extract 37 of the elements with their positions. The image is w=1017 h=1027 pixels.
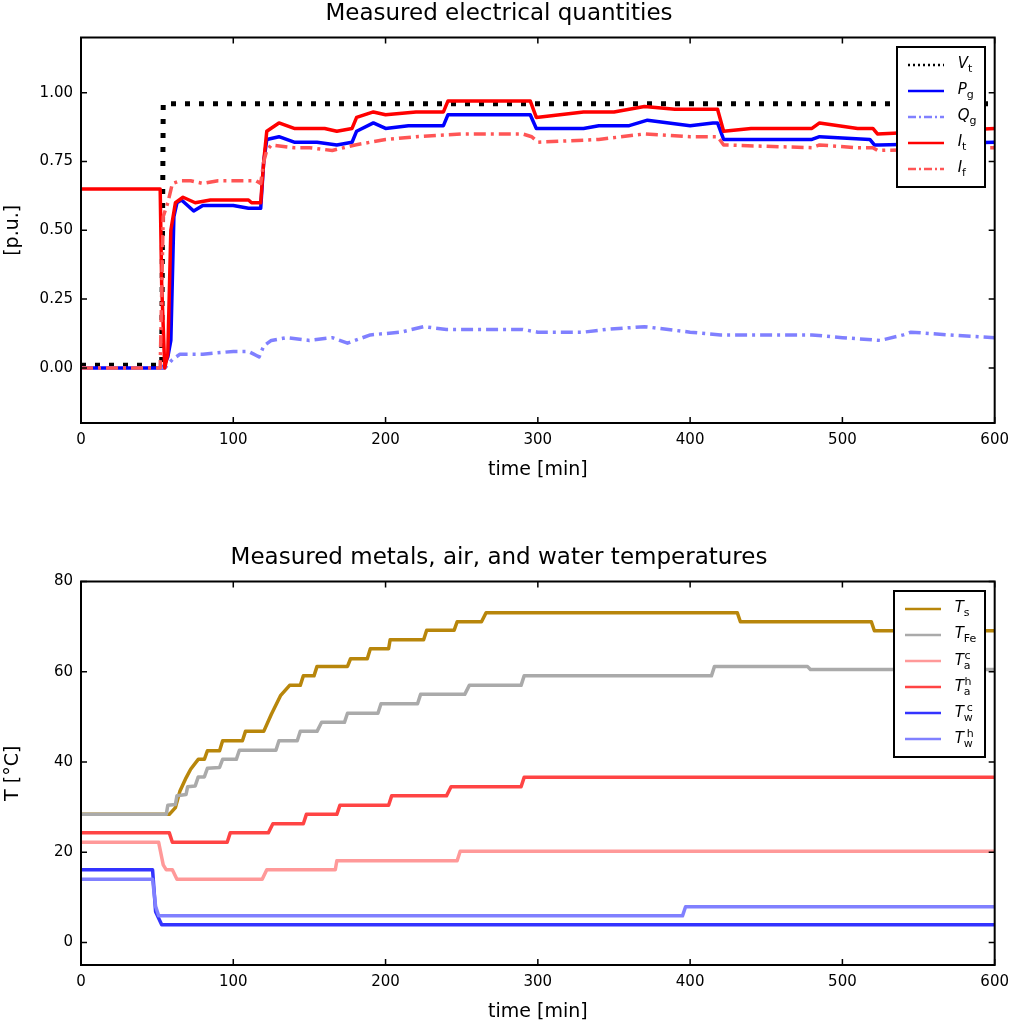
y-tick-label: 0.50 xyxy=(39,220,73,239)
y-tick-label: 1.00 xyxy=(39,82,73,101)
x-tick-label: 300 xyxy=(523,971,553,990)
y-tick-label: 0.75 xyxy=(39,151,73,170)
x-axis-title: time [min] xyxy=(488,998,588,1021)
legend-label: T$_{s}$ xyxy=(954,598,970,620)
x-tick-label: 200 xyxy=(371,429,400,448)
x-tick-label: 600 xyxy=(980,971,1010,990)
x-tick-label: 500 xyxy=(828,429,857,448)
x-tick-label: 600 xyxy=(980,429,1010,448)
x-tick-label: 100 xyxy=(218,971,248,990)
legend-label: I$_{t}$ xyxy=(957,132,967,154)
y-tick-label: 20 xyxy=(53,842,73,861)
y-tick-label: 0.00 xyxy=(39,357,73,376)
y-tick-label: 80 xyxy=(53,571,73,590)
chart-title: Measured electrical quantities xyxy=(325,0,673,25)
x-tick-label: 400 xyxy=(675,971,705,990)
legend-label: P$_{g}$ xyxy=(957,80,974,102)
y-tick-label: 0 xyxy=(63,932,73,951)
y-tick-label: 60 xyxy=(53,661,73,680)
legend-label: Q$_{g}$ xyxy=(957,106,977,128)
x-tick-label: 500 xyxy=(828,971,857,990)
y-axis-title: T [°C] xyxy=(0,745,23,802)
y-tick-label: 0.25 xyxy=(39,289,73,308)
x-axis-title: time [min] xyxy=(488,456,588,479)
x-tick-label: 400 xyxy=(675,429,705,448)
legend-label: V$_{t}$ xyxy=(957,54,973,76)
x-tick-label: 0 xyxy=(76,429,86,448)
y-tick-label: 40 xyxy=(53,751,73,770)
x-tick-label: 100 xyxy=(218,429,248,448)
x-tick-label: 0 xyxy=(76,971,86,990)
legend-label: I$_{f}$ xyxy=(957,158,966,180)
x-tick-label: 300 xyxy=(523,429,553,448)
x-tick-label: 200 xyxy=(371,971,400,990)
legend-label: T$_{Fe}$ xyxy=(954,624,977,646)
y-axis-title: [p.u.] xyxy=(0,204,23,256)
chart-title: Measured metals, air, and water temperatures xyxy=(230,542,768,569)
